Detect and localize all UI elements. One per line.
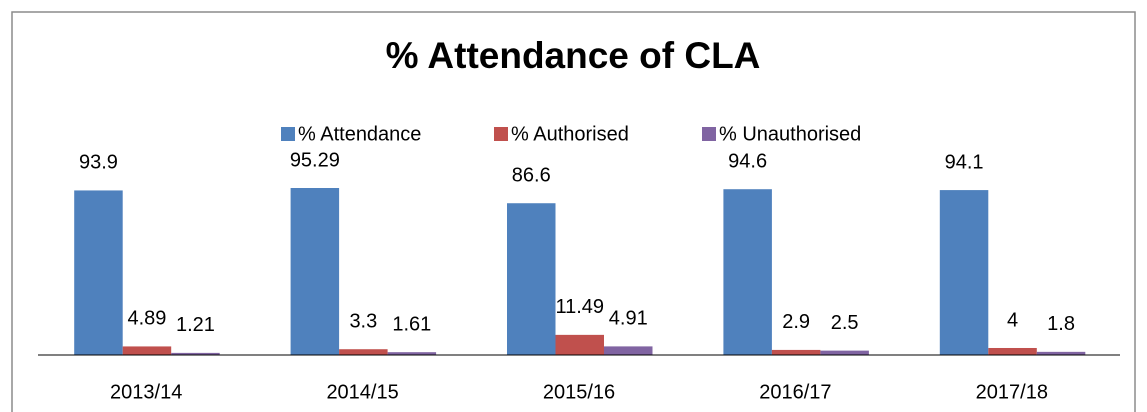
data-label: 1.8 — [1047, 313, 1075, 335]
bar — [339, 349, 388, 355]
x-tick-label: 2013/14 — [110, 381, 182, 403]
legend-label: % Unauthorised — [719, 123, 861, 145]
legend-label: % Authorised — [511, 123, 629, 145]
bar — [171, 352, 220, 355]
data-label: 4.89 — [127, 308, 166, 330]
bar — [122, 346, 172, 355]
bar — [604, 346, 653, 355]
legend-swatch — [281, 127, 295, 141]
bar — [555, 334, 604, 355]
x-tick-label: 2016/17 — [759, 381, 831, 403]
x-tick-label: 2017/18 — [976, 381, 1048, 403]
legend-swatch — [702, 127, 716, 141]
data-label: 95.29 — [290, 149, 340, 171]
bar — [939, 190, 989, 355]
bar — [290, 188, 340, 355]
bar — [507, 203, 556, 355]
data-label: 93.9 — [79, 152, 118, 174]
bar — [988, 347, 1037, 355]
bar — [387, 352, 437, 355]
x-tick-label: 2014/15 — [326, 381, 398, 403]
data-label: 86.6 — [512, 165, 551, 187]
bar — [723, 189, 772, 355]
data-label: 4.91 — [609, 308, 648, 330]
data-label: 94.1 — [945, 151, 984, 173]
bar — [74, 190, 123, 355]
data-label: 2.5 — [831, 312, 859, 334]
data-label: 2.9 — [782, 311, 810, 333]
chart-title: % Attendance of CLA — [386, 35, 761, 76]
data-label: 4 — [1007, 309, 1018, 331]
data-label: 1.61 — [392, 313, 431, 335]
bar — [771, 349, 821, 355]
bar — [820, 350, 869, 355]
data-label: 1.21 — [176, 314, 215, 336]
legend-label: % Attendance — [298, 123, 421, 145]
data-label: 11.49 — [555, 296, 604, 318]
legend-swatch — [494, 127, 508, 141]
data-label: 94.6 — [728, 150, 767, 172]
data-label: 3.3 — [349, 310, 377, 332]
x-tick-label: 2015/16 — [543, 381, 615, 403]
bar — [1036, 351, 1086, 355]
